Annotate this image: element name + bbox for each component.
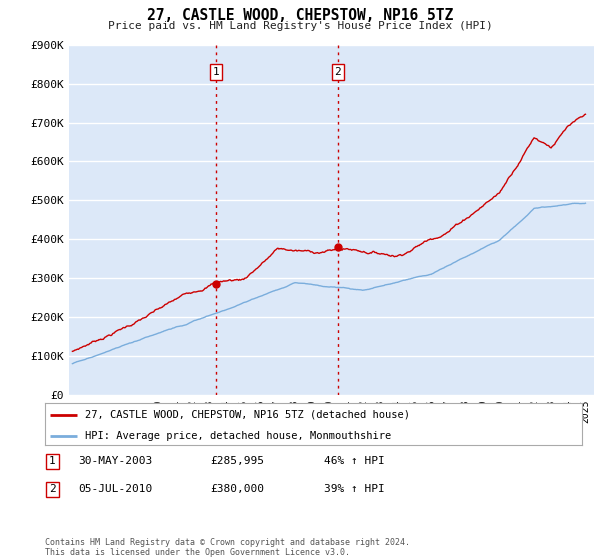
Text: 1: 1: [213, 67, 220, 77]
Text: £380,000: £380,000: [210, 484, 264, 494]
Text: 27, CASTLE WOOD, CHEPSTOW, NP16 5TZ (detached house): 27, CASTLE WOOD, CHEPSTOW, NP16 5TZ (det…: [85, 410, 410, 420]
Text: Price paid vs. HM Land Registry's House Price Index (HPI): Price paid vs. HM Land Registry's House …: [107, 21, 493, 31]
Text: Contains HM Land Registry data © Crown copyright and database right 2024.
This d: Contains HM Land Registry data © Crown c…: [45, 538, 410, 557]
Text: 05-JUL-2010: 05-JUL-2010: [78, 484, 152, 494]
Text: 2: 2: [334, 67, 341, 77]
Text: 46% ↑ HPI: 46% ↑ HPI: [324, 456, 385, 466]
Text: £285,995: £285,995: [210, 456, 264, 466]
Text: 27, CASTLE WOOD, CHEPSTOW, NP16 5TZ: 27, CASTLE WOOD, CHEPSTOW, NP16 5TZ: [147, 8, 453, 24]
Text: 39% ↑ HPI: 39% ↑ HPI: [324, 484, 385, 494]
Text: 2: 2: [49, 484, 56, 494]
Text: 1: 1: [49, 456, 56, 466]
Text: 30-MAY-2003: 30-MAY-2003: [78, 456, 152, 466]
Text: HPI: Average price, detached house, Monmouthshire: HPI: Average price, detached house, Monm…: [85, 431, 392, 441]
